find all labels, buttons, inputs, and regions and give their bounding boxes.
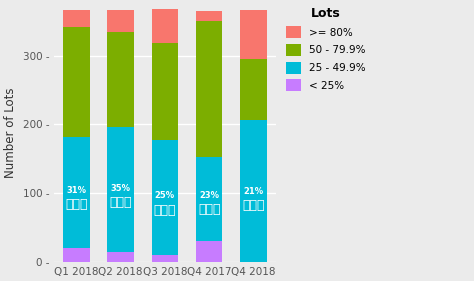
- Bar: [196, 11, 222, 21]
- Bar: [152, 9, 178, 43]
- Bar: [152, 255, 178, 262]
- Bar: [63, 248, 90, 262]
- Text: 23%: 23%: [199, 191, 219, 200]
- Bar: [240, 120, 267, 262]
- Bar: [196, 241, 222, 262]
- Text: ⛹⛹⛹: ⛹⛹⛹: [242, 199, 264, 212]
- Bar: [152, 140, 178, 255]
- Bar: [240, 59, 267, 120]
- Bar: [152, 43, 178, 140]
- Text: ⛹⛹⛹: ⛹⛹⛹: [198, 203, 220, 216]
- Bar: [63, 27, 90, 137]
- Bar: [196, 157, 222, 241]
- Bar: [240, 10, 267, 59]
- Bar: [63, 10, 90, 27]
- Bar: [196, 21, 222, 157]
- Text: ⛹⛹⛹: ⛹⛹⛹: [154, 203, 176, 217]
- Legend: >= 80%, 50 - 79.9%, 25 - 49.9%, < 25%: >= 80%, 50 - 79.9%, 25 - 49.9%, < 25%: [283, 4, 369, 94]
- Y-axis label: Number of Lots: Number of Lots: [4, 88, 17, 178]
- Text: 21%: 21%: [244, 187, 264, 196]
- Bar: [107, 252, 134, 262]
- Bar: [107, 10, 134, 32]
- Bar: [107, 32, 134, 126]
- Text: 35%: 35%: [110, 183, 131, 192]
- Text: 25%: 25%: [155, 191, 175, 200]
- Bar: [63, 137, 90, 248]
- Bar: [107, 126, 134, 252]
- Text: ⛹⛹⛹: ⛹⛹⛹: [109, 196, 132, 209]
- Text: ⛹⛹⛹: ⛹⛹⛹: [65, 198, 88, 211]
- Text: 31%: 31%: [66, 186, 86, 195]
